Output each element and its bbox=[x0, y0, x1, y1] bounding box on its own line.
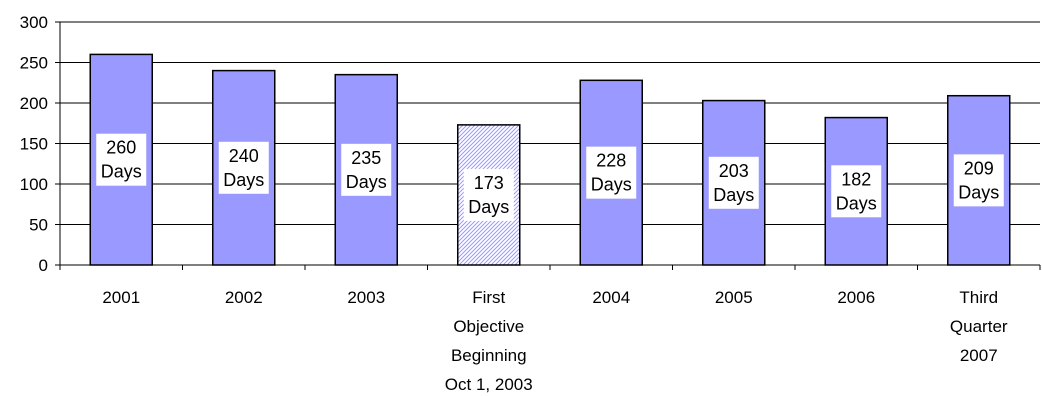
x-tick-label: Beginning bbox=[451, 346, 527, 365]
data-label: Days bbox=[713, 185, 754, 205]
y-tick-label: 150 bbox=[20, 135, 48, 154]
data-label: Days bbox=[223, 170, 264, 190]
data-label-box bbox=[218, 141, 269, 194]
data-label: Days bbox=[346, 172, 387, 192]
x-tick-label: 2003 bbox=[347, 288, 385, 307]
data-label: 209 bbox=[964, 158, 994, 178]
data-label: Days bbox=[836, 193, 877, 213]
data-label: Days bbox=[468, 197, 509, 217]
data-label-box bbox=[953, 154, 1004, 207]
x-tick-label: Objective bbox=[453, 317, 524, 336]
data-label: Days bbox=[101, 162, 142, 182]
x-tick-label: Quarter bbox=[950, 317, 1008, 336]
x-tick-label: 2001 bbox=[102, 288, 140, 307]
x-axis-tick-labels: 2001 2002 2003 First Objective Beginning Oct 1… bbox=[102, 288, 1008, 394]
data-label: Days bbox=[591, 175, 632, 195]
x-tick-label: 2002 bbox=[225, 288, 263, 307]
data-label: 173 bbox=[474, 173, 504, 193]
x-tick-label: First bbox=[472, 288, 505, 307]
x-tick-label: 2005 bbox=[715, 288, 753, 307]
x-tick-label: 2006 bbox=[837, 288, 875, 307]
data-label: 240 bbox=[229, 146, 259, 166]
data-label-box bbox=[708, 156, 759, 209]
data-label: 182 bbox=[841, 169, 871, 189]
data-label-box bbox=[96, 133, 147, 186]
data-label: Days bbox=[958, 182, 999, 202]
x-tick-label: Third bbox=[959, 288, 998, 307]
gridlines bbox=[60, 21, 1040, 225]
data-label: 228 bbox=[596, 151, 626, 171]
data-labels: 260 Days 240 Days 235 Days 173 Days 228 Days 203 Da… bbox=[96, 133, 1004, 221]
data-label-box bbox=[831, 165, 882, 218]
y-tick-label: 200 bbox=[20, 94, 48, 113]
x-tick-label: 2007 bbox=[960, 346, 998, 365]
axes bbox=[55, 21, 1041, 270]
y-tick-label: 300 bbox=[20, 13, 48, 32]
y-tick-label: 50 bbox=[29, 216, 48, 235]
y-axis-tick-labels: 0 50 100 150 200 250 300 bbox=[20, 13, 48, 275]
x-tick-label: Oct 1, 2003 bbox=[445, 375, 533, 394]
data-label-box bbox=[341, 143, 392, 196]
data-label-box bbox=[463, 168, 514, 221]
data-label: 260 bbox=[106, 138, 136, 158]
x-tick-label: 2004 bbox=[592, 288, 630, 307]
data-label: 203 bbox=[719, 161, 749, 181]
y-tick-label: 100 bbox=[20, 175, 48, 194]
data-label: 235 bbox=[351, 148, 381, 168]
data-label-box bbox=[586, 146, 637, 199]
y-tick-label: 250 bbox=[20, 54, 48, 73]
y-tick-label: 0 bbox=[39, 256, 48, 275]
